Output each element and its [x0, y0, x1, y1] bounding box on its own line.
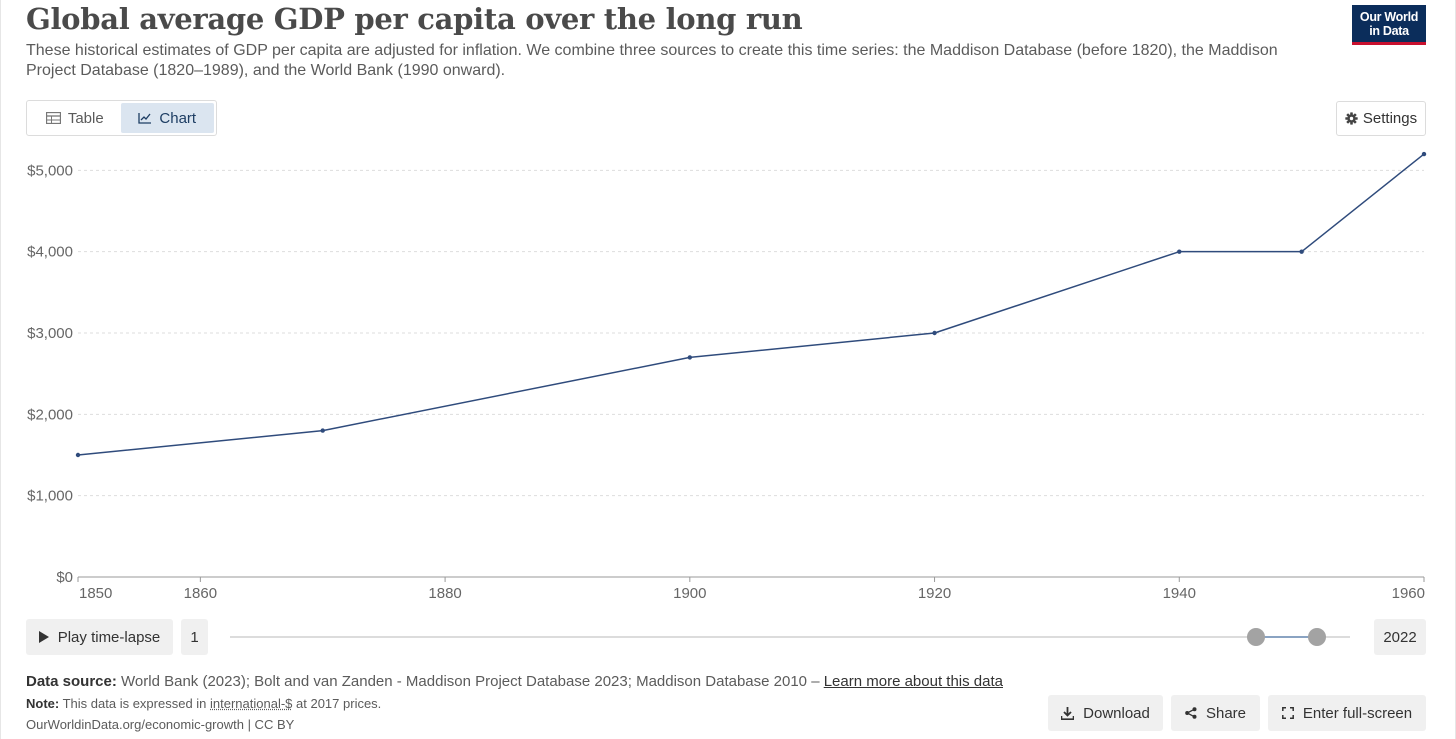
- source-url[interactable]: OurWorldinData.org/economic-growth | CC …: [26, 717, 295, 732]
- fullscreen-label: Enter full-screen: [1302, 704, 1413, 722]
- data-point: [1299, 249, 1304, 254]
- data-source-label: Data source:: [26, 673, 117, 690]
- timeline-controls: Play time-lapse 1 2022: [0, 619, 1456, 655]
- tab-chart-label: Chart: [159, 109, 197, 127]
- share-icon: [1185, 707, 1197, 719]
- play-timelapse-button[interactable]: Play time-lapse: [26, 619, 173, 655]
- share-button[interactable]: Share: [1171, 695, 1260, 731]
- download-label: Download: [1083, 704, 1150, 722]
- logo-line-1: Our World: [1359, 10, 1419, 24]
- page-title: Global average GDP per capita over the l…: [26, 2, 803, 36]
- download-button[interactable]: Download: [1048, 695, 1163, 731]
- fullscreen-button[interactable]: Enter full-screen: [1268, 695, 1426, 731]
- timeline-selected-range[interactable]: [1256, 636, 1317, 638]
- timeline-track[interactable]: [230, 636, 1350, 638]
- line-chart: $0 $1,000 $2,000 $3,000 $4,000 $5,000 1850 186…: [27, 151, 1427, 602]
- play-timelapse-label: Play time-lapse: [57, 628, 161, 646]
- data-point: [320, 428, 325, 433]
- data-point: [1177, 249, 1182, 254]
- y-tick-label: $0: [56, 569, 73, 586]
- table-icon: [45, 112, 61, 124]
- x-tick-label: 1940: [1163, 585, 1196, 602]
- x-tick-label: 1960: [1392, 585, 1425, 602]
- chart-subtitle: These historical estimates of GDP per ca…: [26, 42, 1278, 79]
- data-source-line: Data source: World Bank (2023); Bolt and…: [26, 673, 1003, 691]
- x-tick-label: 1880: [428, 585, 461, 602]
- logo-line-2: in Data: [1369, 24, 1409, 38]
- chart-footer: Data source: World Bank (2023); Bolt and…: [26, 673, 1003, 734]
- x-axis: 1850 1860 1880 1900 1920 1940 1960: [77, 576, 1425, 602]
- tab-chart[interactable]: Chart: [120, 103, 214, 133]
- series-line: [77, 153, 1425, 456]
- play-icon: [38, 631, 49, 643]
- timeline-end-handle[interactable]: [1308, 628, 1326, 646]
- data-source-text: World Bank (2023); Bolt and van Zanden -…: [121, 673, 824, 690]
- note-line: Note: This data is expressed in internat…: [26, 695, 1003, 713]
- owid-logo[interactable]: Our World in Data: [1352, 5, 1426, 45]
- note-post: at 2017 prices.: [292, 696, 382, 711]
- tab-table-label: Table: [67, 109, 104, 127]
- gear-icon: [1345, 112, 1358, 125]
- y-tick-label: $2,000: [27, 406, 73, 423]
- timeline-start-handle[interactable]: [1247, 628, 1265, 646]
- data-point: [687, 355, 693, 360]
- data-point: [75, 452, 81, 458]
- timeline-start-year[interactable]: 1: [181, 619, 208, 655]
- view-tabs: Table Chart: [26, 100, 217, 136]
- series-layer: [75, 151, 1427, 458]
- x-tick-label: 1850: [79, 585, 112, 602]
- grid-layer: [78, 169, 1424, 497]
- y-tick-label: $1,000: [27, 488, 73, 505]
- note-pre: This data is expressed in: [62, 696, 211, 711]
- x-tick-label: 1860: [184, 585, 217, 602]
- note-label: Note:: [26, 696, 60, 711]
- data-point: [1421, 151, 1427, 157]
- y-tick-label: $4,000: [27, 244, 73, 261]
- line-chart-icon: [138, 113, 152, 124]
- timeline-end-year[interactable]: 2022: [1374, 619, 1426, 655]
- x-tick-label: 1900: [673, 585, 706, 602]
- data-point: [932, 330, 937, 336]
- y-tick-label: $3,000: [27, 325, 73, 342]
- settings-label: Settings: [1362, 110, 1418, 127]
- y-axis-ticks: $0 $1,000 $2,000 $3,000 $4,000 $5,000: [27, 162, 73, 586]
- download-icon: [1061, 706, 1075, 720]
- international-dollar-link[interactable]: international-$: [210, 696, 293, 711]
- x-tick-label: 1920: [918, 585, 951, 602]
- tab-table[interactable]: Table: [29, 103, 121, 133]
- y-tick-label: $5,000: [27, 162, 73, 179]
- share-label: Share: [1205, 704, 1247, 722]
- learn-more-link[interactable]: Learn more about this data: [823, 673, 1003, 690]
- fullscreen-icon: [1281, 707, 1294, 719]
- settings-button[interactable]: Settings: [1336, 101, 1426, 136]
